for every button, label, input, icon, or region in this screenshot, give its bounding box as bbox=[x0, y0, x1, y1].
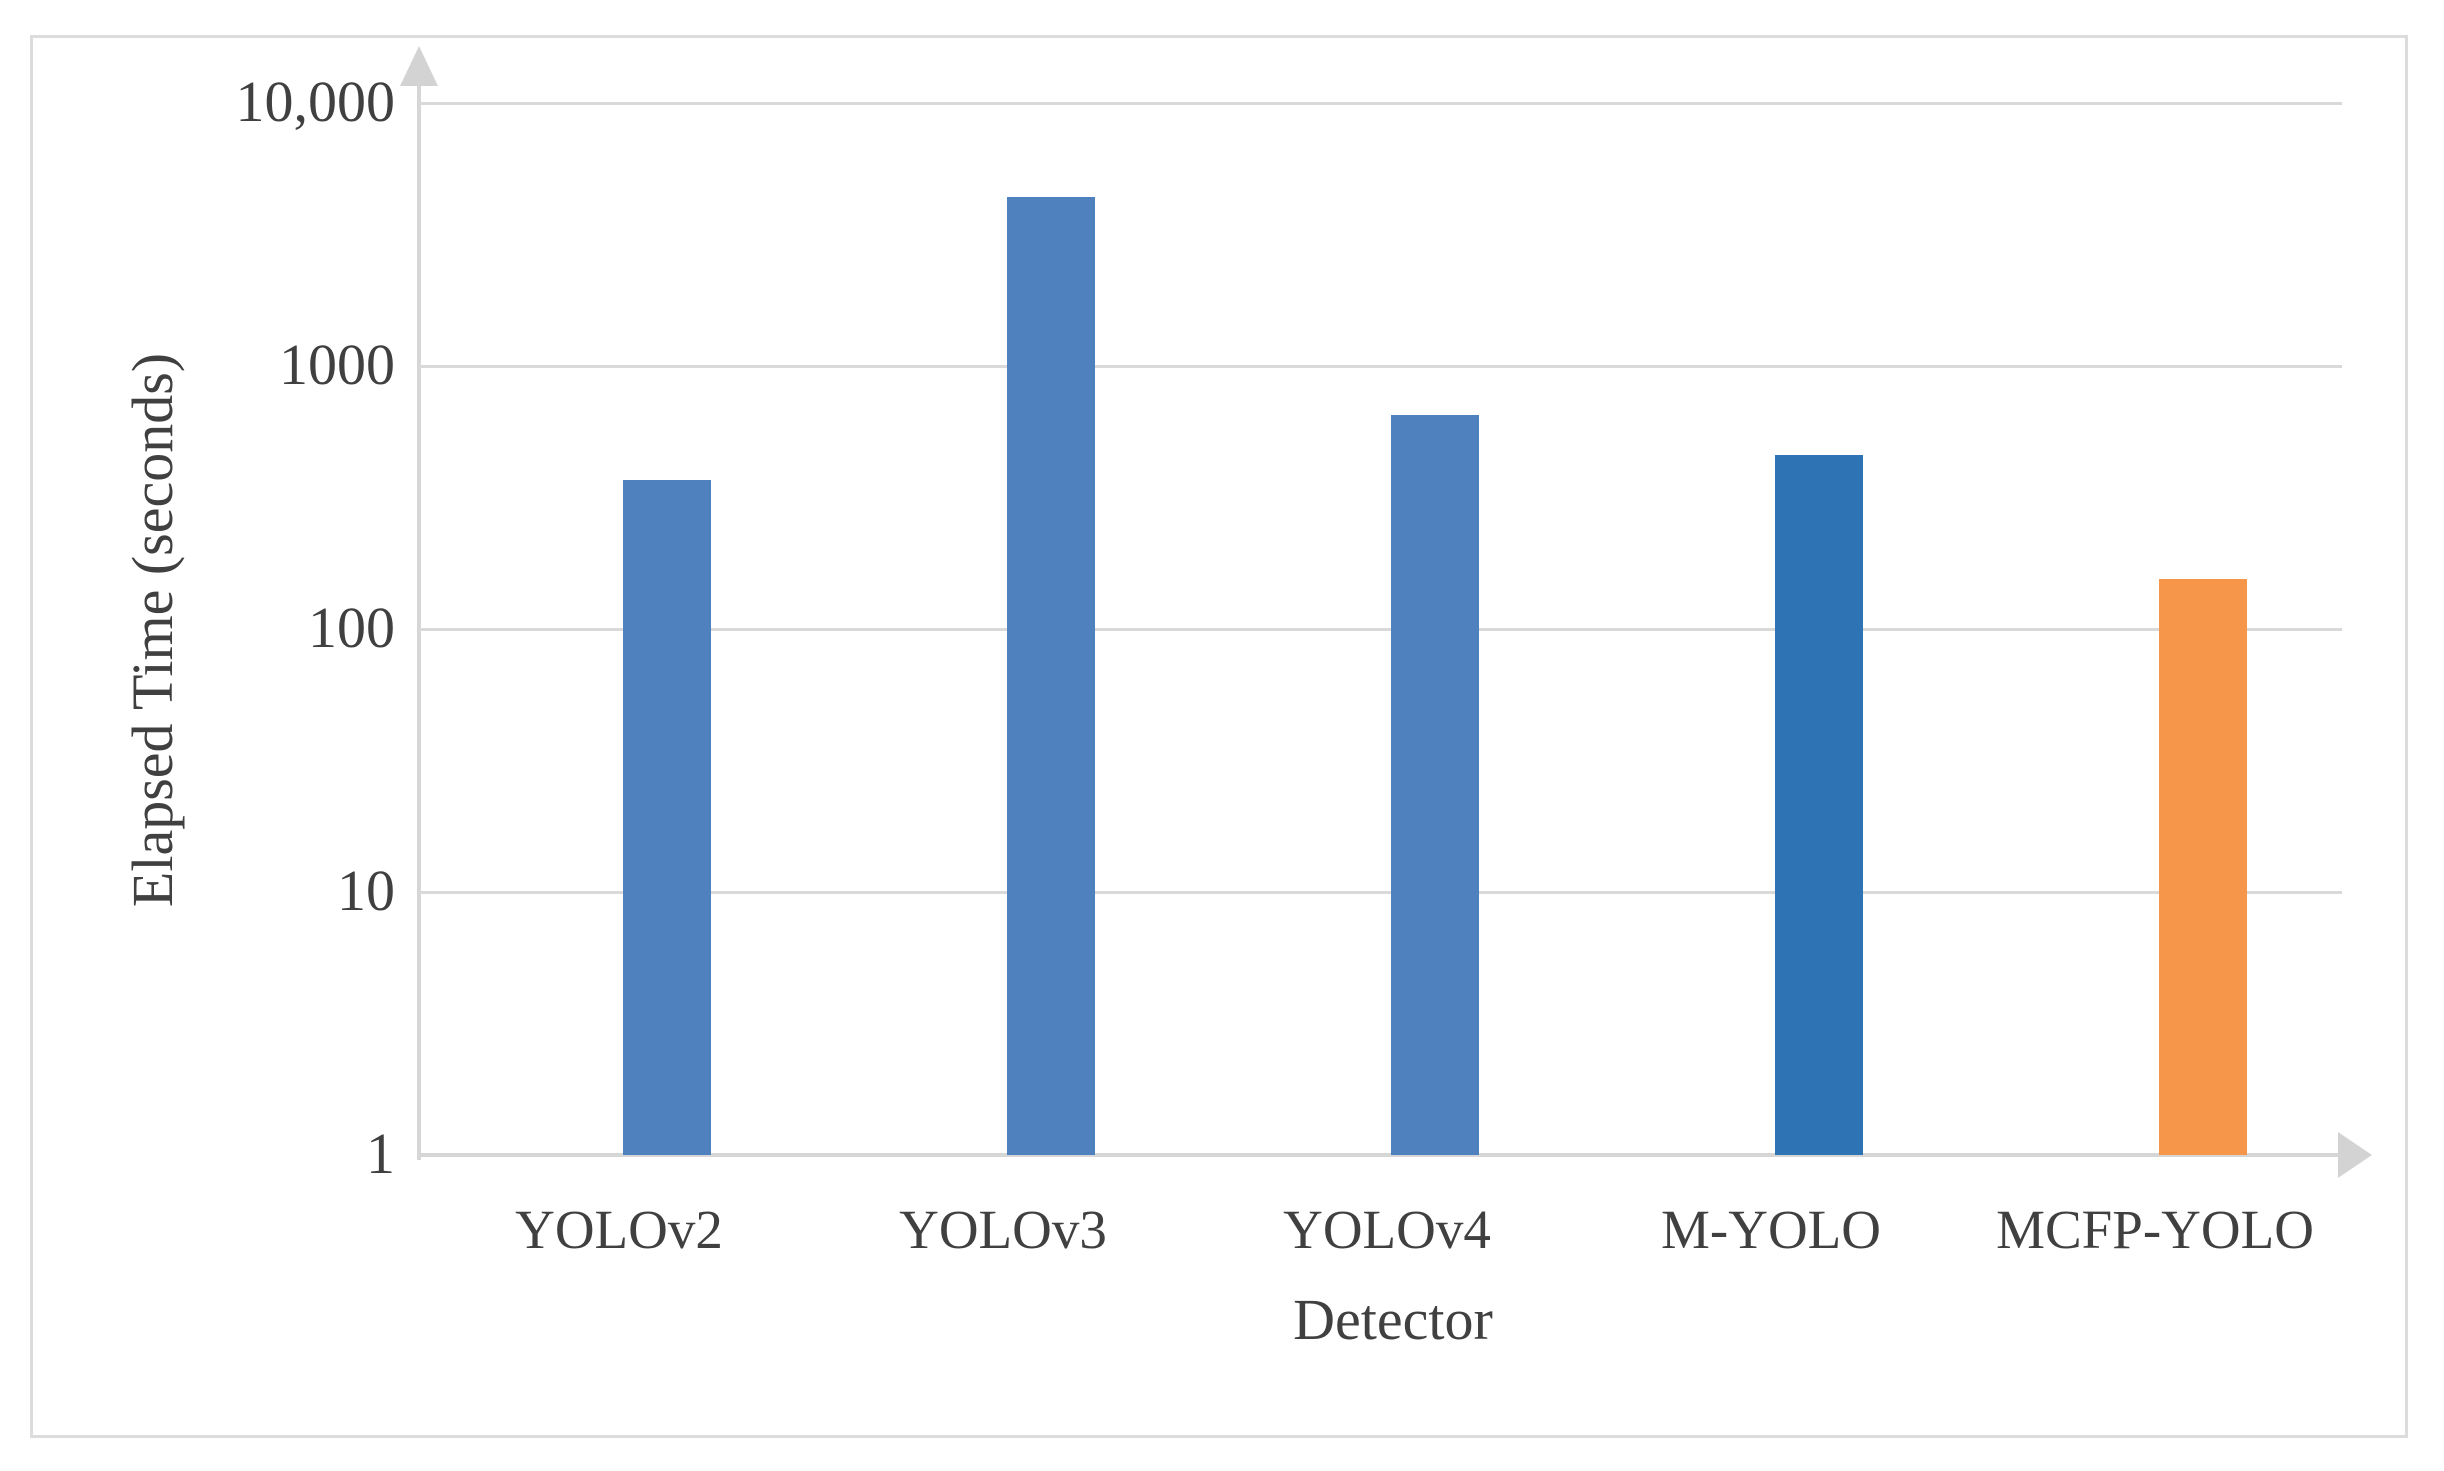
gridline-10000 bbox=[419, 101, 2342, 105]
chart-frame-border: 10,000 1000 100 10 1 YOLOv2 YOLOv3 YOLOv4 M-YOL… bbox=[30, 35, 2408, 1438]
bar-yolov2 bbox=[623, 479, 711, 1155]
y-tick-label: 100 bbox=[308, 595, 395, 660]
bar-yolov4 bbox=[1391, 415, 1479, 1155]
x-category-label-yolov4: YOLOv4 bbox=[1283, 1199, 1491, 1260]
bar-yolov3 bbox=[1007, 196, 1095, 1155]
y-tick-label: 1 bbox=[366, 1121, 395, 1186]
y-tick-label: 1000 bbox=[279, 332, 395, 397]
x-category-label-yolov3: YOLOv3 bbox=[899, 1199, 1107, 1260]
bar-m-yolo bbox=[1775, 454, 1863, 1155]
y-tick-label: 10,000 bbox=[235, 69, 396, 134]
y-axis-arrow-icon bbox=[400, 46, 438, 86]
gridline-100 bbox=[419, 627, 2342, 631]
gridline-1000 bbox=[419, 364, 2342, 368]
y-axis-title: Elapsed Time (seconds) bbox=[120, 352, 185, 908]
x-category-label-yolov2: YOLOv2 bbox=[515, 1199, 723, 1260]
x-axis-arrow-icon bbox=[2338, 1132, 2372, 1178]
bar-mcfp-yolo bbox=[2159, 578, 2247, 1155]
x-axis-title: Detector bbox=[1293, 1287, 1493, 1352]
gridline-10 bbox=[419, 890, 2342, 894]
x-axis-line bbox=[417, 1153, 2342, 1157]
x-category-label-m-yolo: M-YOLO bbox=[1661, 1199, 1881, 1260]
y-tick-label: 10 bbox=[337, 858, 395, 923]
x-category-label-mcfp-yolo: MCFP-YOLO bbox=[1996, 1199, 2314, 1260]
y-axis-line bbox=[417, 78, 421, 1160]
